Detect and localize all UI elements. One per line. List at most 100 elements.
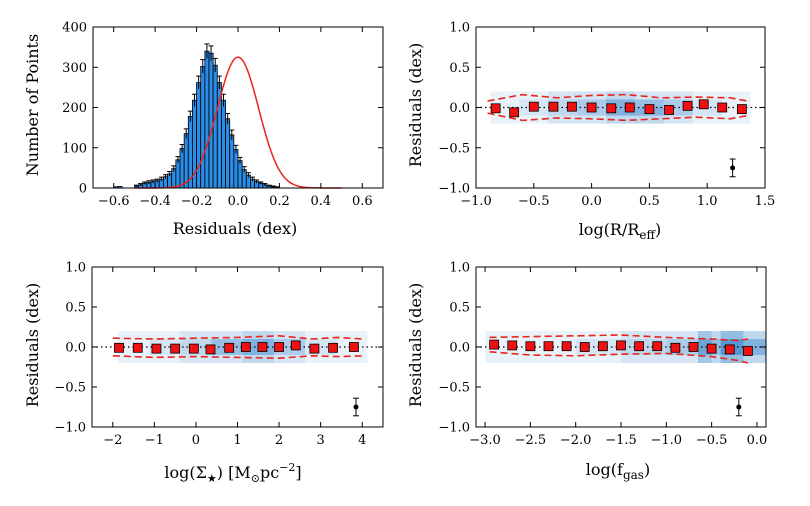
hist-bar	[208, 52, 214, 189]
rreff-xlabel: log(R/Reff)	[579, 220, 662, 242]
fgas-density-cell	[485, 331, 531, 339]
sigma-xtick-label: 2	[275, 433, 283, 448]
sigma-xtick-label: 3	[317, 433, 325, 448]
rreff-density-cell	[490, 107, 520, 116]
hist-bar	[237, 160, 243, 189]
sigma-density-cell	[180, 355, 212, 363]
sigma-median-point	[132, 342, 143, 353]
rreff-density-cell	[663, 107, 693, 116]
sigma-median-point	[151, 343, 162, 354]
fgas-ylabel: Residuals (dex)	[406, 283, 425, 408]
sigma-density-cell	[273, 347, 306, 355]
rreff-median-point	[717, 102, 728, 113]
fgas-density-cell	[698, 355, 744, 363]
fgas-xlabel: log(fgas)	[586, 460, 650, 482]
rreff-xlabel-close: )	[655, 220, 661, 239]
rreff-density-cell	[663, 91, 693, 100]
hist-xlabel: Residuals (dex)	[173, 219, 298, 238]
sigma-xtick-label: −2	[103, 433, 122, 448]
sigma-median-point	[290, 340, 301, 351]
hist-ytick-label: 100	[62, 141, 87, 156]
panel-residuals-vs-surface-density: Residuals (dex) log(Σ★) [M⊙pc−2] −2 −1 0 1 2…	[23, 261, 384, 485]
rreff-plot-area	[476, 91, 765, 178]
fgas-density-cell	[666, 331, 712, 339]
hist-xtick-label: 0.4	[311, 194, 332, 209]
sigma-xlabel-rest: pc	[260, 463, 279, 482]
rreff-density-cell	[548, 107, 578, 116]
rreff-median-point	[644, 104, 655, 115]
hist-bar	[179, 148, 185, 189]
rreff-envelope-upper	[487, 93, 748, 102]
rreff-ytick-label: −0.5	[438, 141, 470, 156]
fgas-xtick-label: −2.0	[560, 433, 592, 448]
sigma-xlabel-main: log(Σ	[164, 463, 207, 482]
rreff-density-cell	[721, 107, 751, 116]
fgas-median-point	[652, 341, 663, 352]
sigma-density-cell	[242, 331, 274, 339]
rreff-density-cell	[490, 115, 520, 124]
rreff-density-cell	[692, 115, 722, 124]
fgas-median-point	[507, 340, 518, 351]
sigma-envelope-lower	[112, 354, 363, 360]
fgas-median-point	[670, 342, 681, 353]
sigma-xtick-label: 4	[358, 433, 366, 448]
rreff-median-point	[528, 101, 539, 112]
fgas-xlabel-close: )	[644, 460, 650, 479]
fgas-median-point	[561, 341, 572, 352]
hist-xtick-label: −0.4	[139, 194, 171, 209]
sigma-ylabel: Residuals (dex)	[23, 283, 42, 408]
fgas-density-cell	[698, 331, 744, 339]
hist-xtick-label: −0.2	[181, 194, 213, 209]
fgas-ytick-label: −1.0	[438, 421, 470, 436]
rreff-density-cell	[692, 107, 722, 116]
sigma-xlabel: log(Σ★) [M⊙pc−2]	[164, 461, 301, 485]
sigma-xlabel-sub: ★	[207, 472, 217, 485]
sigma-density-cell	[305, 347, 337, 355]
fgas-density-cell	[530, 355, 576, 363]
rreff-ytick-label: 0.0	[449, 101, 470, 116]
rreff-density-cell	[490, 99, 520, 108]
rreff-density-cell	[721, 115, 751, 124]
hist-ytick-label: 400	[62, 21, 87, 36]
hist-bar	[196, 82, 202, 189]
fgas-density-cell	[575, 355, 621, 363]
sigma-density-cell	[180, 331, 212, 339]
rreff-xtick-label: −1.0	[460, 194, 492, 209]
fgas-median-point	[525, 341, 536, 352]
sigma-ytick-label: 0.0	[65, 341, 86, 356]
fgas-density-cell	[575, 331, 621, 339]
rreff-median-point	[509, 107, 520, 118]
panel-residual-histogram: Number of Points Residuals (dex) −0.6 −0.…	[23, 21, 384, 238]
hist-bar	[212, 64, 218, 189]
fgas-median-point	[634, 341, 645, 352]
hist-bar	[175, 159, 181, 189]
sigma-typical-errorbar-point	[353, 404, 359, 410]
sigma-median-point	[274, 342, 284, 352]
sigma-density-cell	[336, 331, 368, 339]
rreff-density-cell	[721, 99, 751, 108]
rreff-median-point	[548, 101, 559, 112]
panel-residuals-vs-radius: Residuals (dex) log(R/Reff) −1.0 −0.5 0.0 0…	[406, 21, 775, 243]
sigma-density-cell	[211, 331, 243, 339]
hist-bar	[221, 99, 226, 189]
rreff-median-point	[606, 103, 617, 114]
fgas-median-point	[706, 343, 717, 354]
fgas-density-cell	[720, 355, 766, 363]
fgas-density-cell	[621, 355, 667, 363]
fgas-ytick-label: 1.0	[449, 261, 470, 276]
rreff-density-cell	[548, 99, 578, 108]
sigma-xtick-label: −1	[145, 433, 164, 448]
rreff-median-point	[664, 105, 674, 115]
rreff-density-cell	[606, 107, 635, 116]
rreff-density-cell	[490, 91, 520, 100]
rreff-median-point	[698, 99, 709, 110]
fgas-ytick-label: 0.0	[449, 341, 470, 356]
rreff-median-point	[567, 101, 577, 112]
sigma-density-cell	[242, 355, 274, 363]
hist-gaussian-fit	[134, 56, 342, 189]
sigma-xlabel-sup: −2	[279, 461, 295, 474]
hist-ytick-label: 300	[62, 61, 87, 76]
sigma-median-point	[205, 344, 216, 355]
fgas-envelope-lower	[489, 351, 749, 364]
